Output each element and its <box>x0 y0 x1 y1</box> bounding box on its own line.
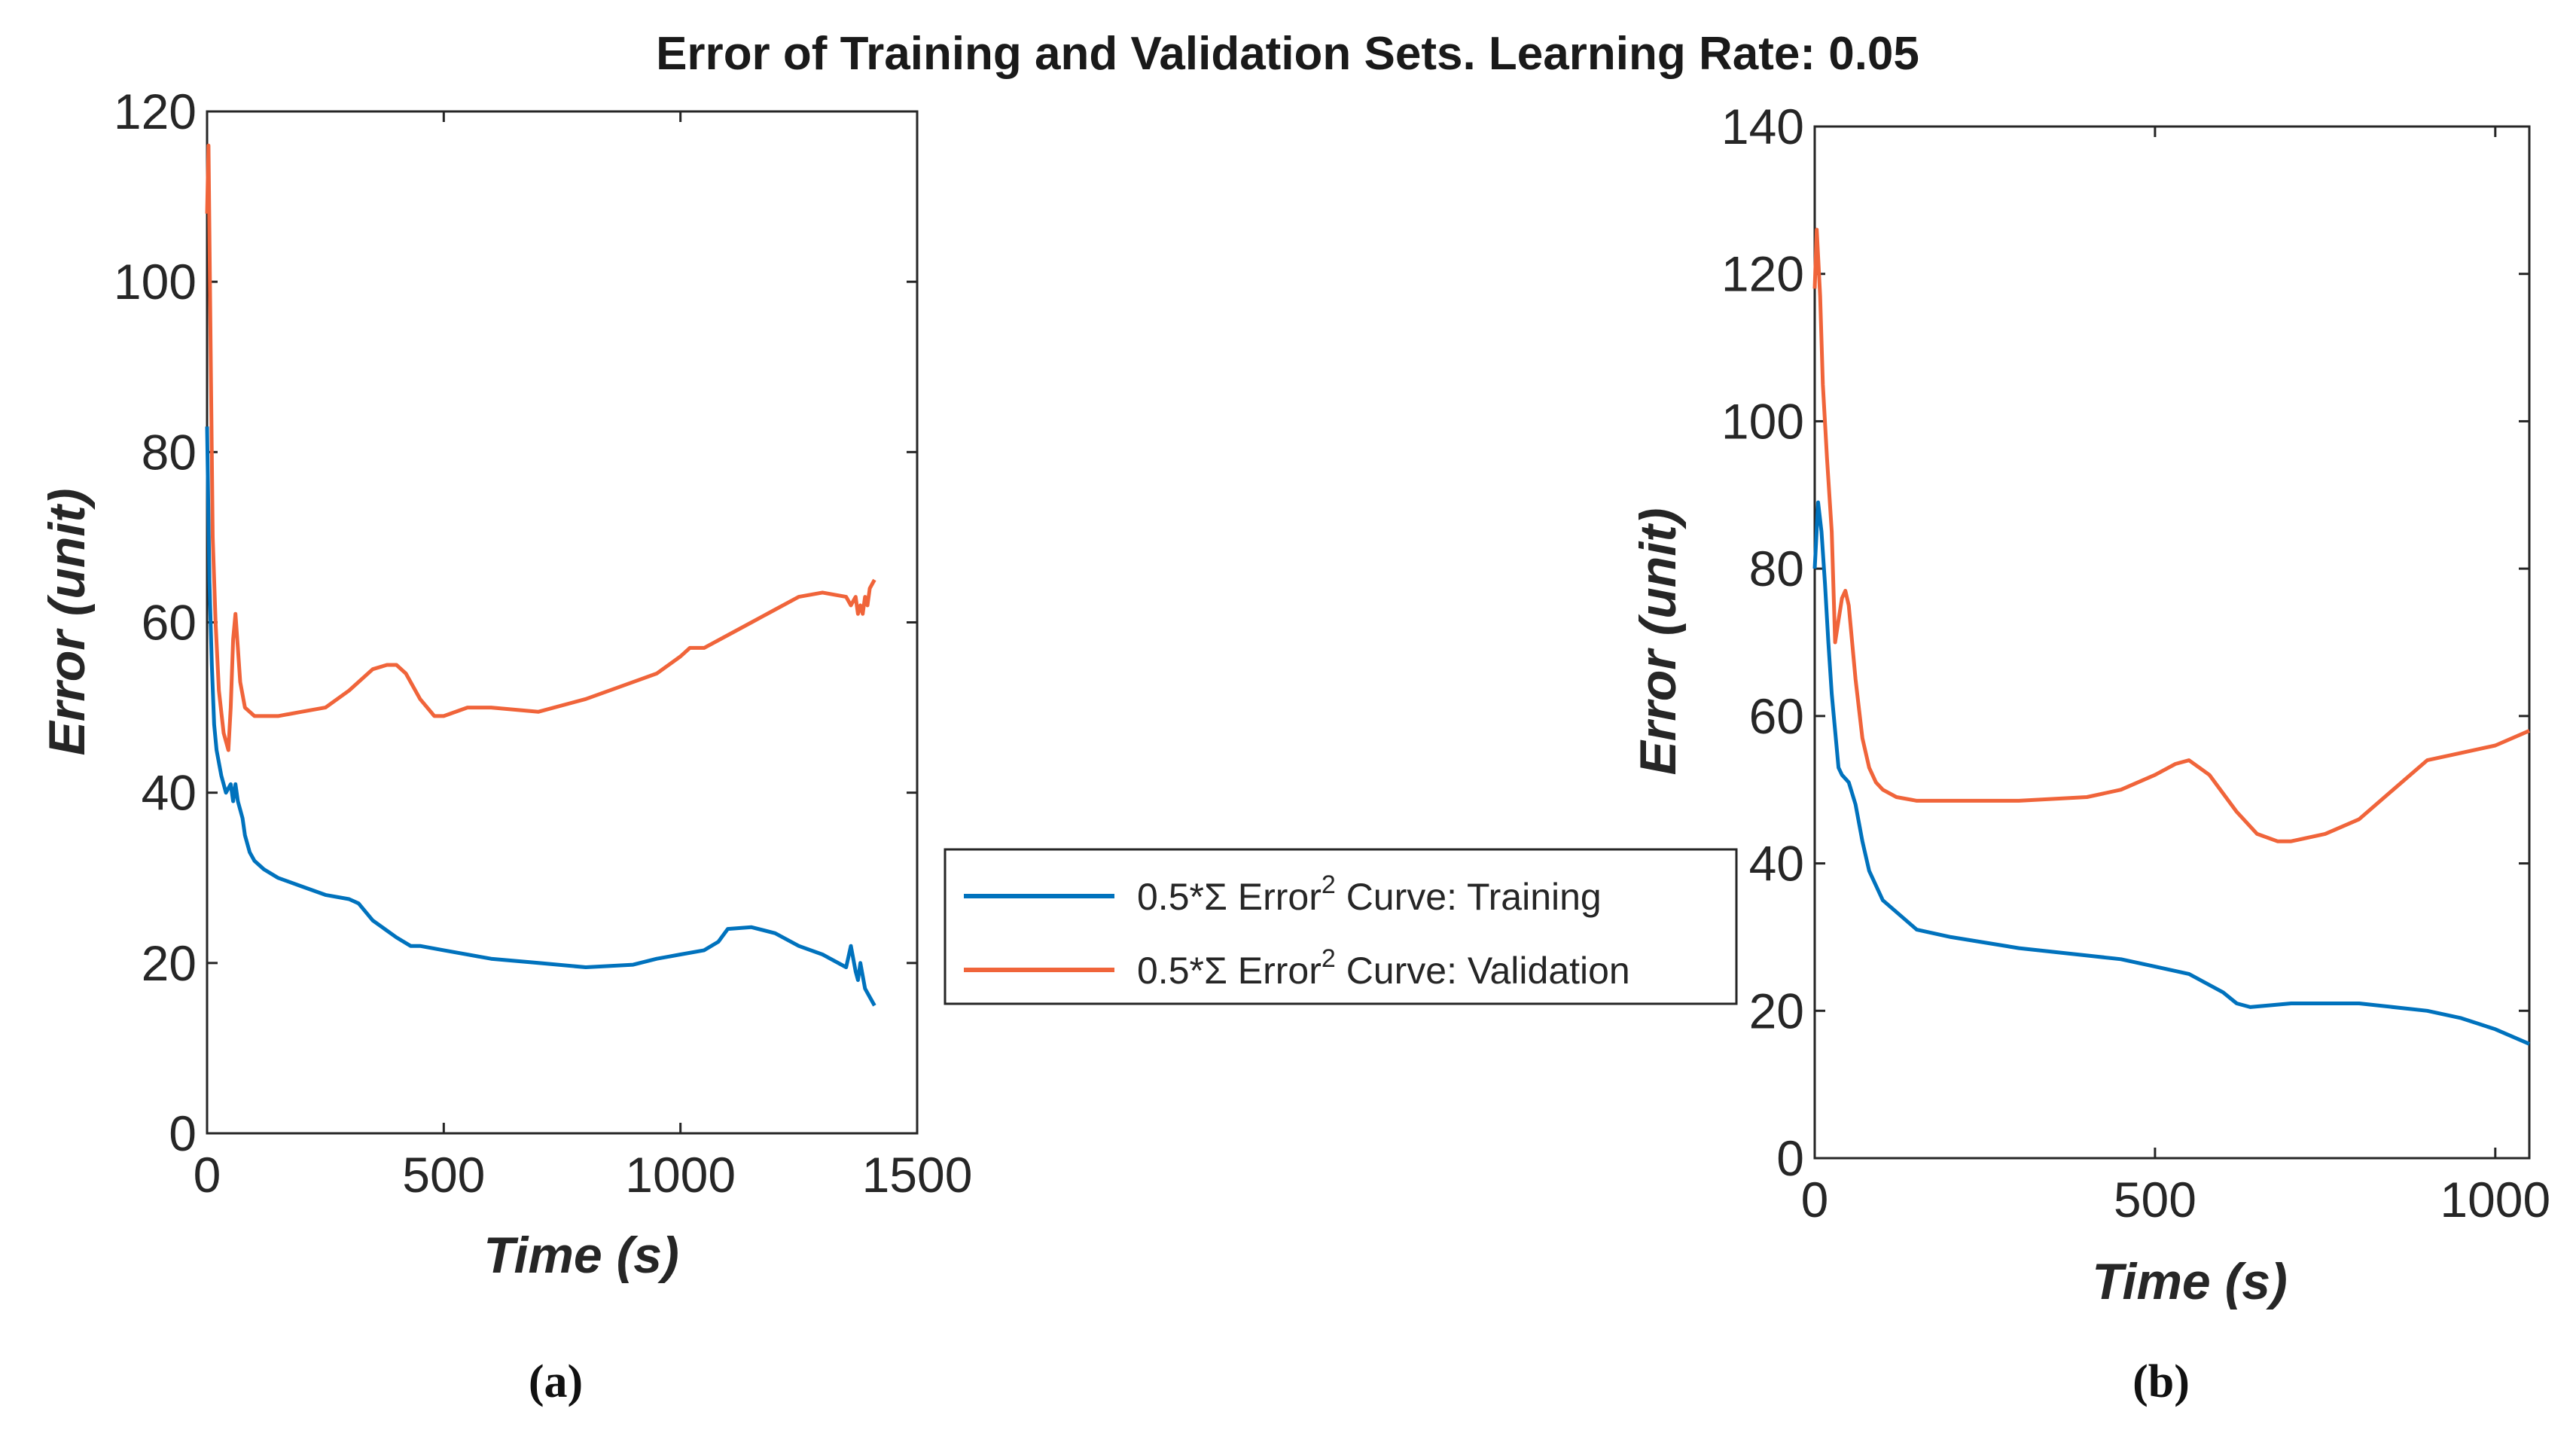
x-tick-label: 0 <box>194 1147 221 1203</box>
y-tick-label: 100 <box>114 254 197 309</box>
plot-area-b <box>1813 125 2531 1160</box>
y-tick-label: 140 <box>1721 99 1804 154</box>
y-tick-label: 40 <box>1749 836 1804 892</box>
caption-b: (b) <box>2132 1356 2190 1407</box>
ticks-b: 0 500 1000 0 20 40 60 80 100 120 140 <box>1721 99 2550 1227</box>
y-tick-label: 20 <box>142 935 197 991</box>
plot-area-a <box>206 110 919 1135</box>
chart-a: 0 500 1000 1500 0 20 40 60 80 100 120 Time (s) Err… <box>38 84 972 1407</box>
y-tick-label: 60 <box>1749 688 1804 744</box>
legend-label-validation-prefix: 0.5*Σ Error <box>1137 950 1322 992</box>
lines-a <box>205 143 876 1007</box>
legend-label-validation-suffix: Curve: Validation <box>1336 950 1630 992</box>
legend-label-training: 0.5*Σ Error2 Curve: Training <box>1137 871 1602 918</box>
y-tick-label: 80 <box>142 424 197 480</box>
y-tick-label: 100 <box>1721 393 1804 449</box>
legend-label-training-sup: 2 <box>1322 871 1336 899</box>
legend-label-training-suffix: Curve: Training <box>1336 876 1602 918</box>
x-tick-label: 1000 <box>625 1147 736 1203</box>
legend-label-validation: 0.5*Σ Error2 Curve: Validation <box>1137 944 1630 992</box>
x-axis-label-a: Time (s) <box>483 1227 678 1284</box>
y-axis-label-a: Error (unit) <box>38 488 96 755</box>
series-line-validation <box>205 143 876 752</box>
y-tick-label: 0 <box>169 1105 197 1161</box>
legend: 0.5*Σ Error2 Curve: Training 0.5*Σ Error… <box>944 848 1738 1005</box>
figure-title: Error of Training and Validation Sets. L… <box>656 28 1919 80</box>
legend-label-training-prefix: 0.5*Σ Error <box>1137 876 1322 918</box>
caption-a: (a) <box>529 1356 583 1407</box>
series-line-training <box>1812 500 2530 1046</box>
y-tick-label: 0 <box>1776 1130 1804 1186</box>
series-line-training <box>205 426 876 1007</box>
y-tick-label: 120 <box>1721 246 1804 302</box>
y-tick-label: 80 <box>1749 541 1804 596</box>
legend-label-validation-sup: 2 <box>1322 944 1336 973</box>
y-tick-label: 60 <box>142 595 197 651</box>
x-axis-label-b: Time (s) <box>2092 1253 2287 1310</box>
x-tick-label: 1000 <box>2440 1172 2550 1227</box>
y-tick-label: 20 <box>1749 983 1804 1038</box>
y-tick-label: 40 <box>142 765 197 821</box>
x-tick-label: 0 <box>1801 1172 1829 1227</box>
lines-b <box>1812 227 2530 1046</box>
legend-box <box>944 848 1738 1005</box>
y-axis-label-b: Error (unit) <box>1629 508 1687 775</box>
series-line-validation <box>1812 227 2530 843</box>
y-tick-label: 120 <box>114 84 197 139</box>
x-tick-label: 500 <box>402 1147 485 1203</box>
x-tick-label: 500 <box>2114 1172 2196 1227</box>
ticks-a: 0 500 1000 1500 0 20 40 60 80 100 120 <box>114 84 973 1203</box>
x-tick-label: 1500 <box>862 1147 973 1203</box>
chart-b: 0 500 1000 0 20 40 60 80 100 120 140 Time (s) Erro… <box>1629 99 2550 1407</box>
